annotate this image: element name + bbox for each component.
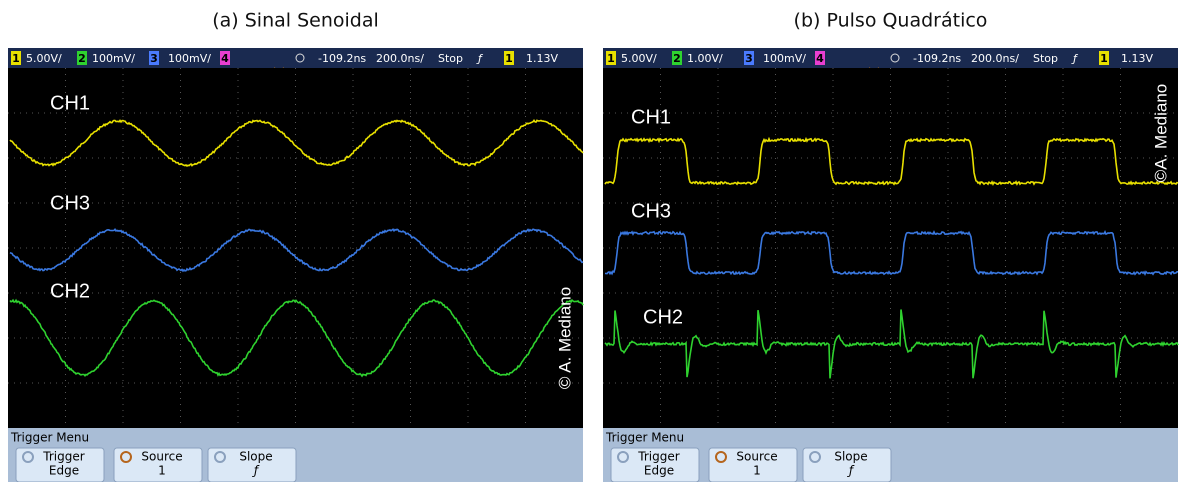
watermark: ©A. Mediano — [1151, 84, 1170, 183]
channel-label: CH3 — [50, 192, 90, 214]
button-value: 1 — [753, 464, 761, 478]
channel-label: CH1 — [50, 92, 90, 114]
status-text: 1 — [12, 52, 20, 65]
status-text: 200.0ns/ — [971, 52, 1019, 65]
status-text: 1.13V — [1121, 52, 1153, 65]
caption: (b) Pulso Quadrático — [794, 10, 988, 32]
page: (a) Sinal Senoidal 1 5.00V/2 100mV/3 100mV/4… — [0, 0, 1182, 482]
channel-label: CH2 — [50, 280, 90, 302]
status-text: 3 — [150, 52, 158, 65]
status-text: 5.00V/ — [621, 52, 657, 65]
status-text: -109.2ns — [318, 52, 366, 65]
status-text: 200.0ns/ — [376, 52, 424, 65]
button-value: Edge — [644, 464, 674, 478]
status-text: Stop — [1033, 52, 1058, 65]
caption: (a) Sinal Senoidal — [212, 10, 379, 32]
button-value: 1 — [158, 464, 166, 478]
status-text: 2 — [78, 52, 86, 65]
status-text: -109.2ns — [913, 52, 961, 65]
status-text: 1 — [1100, 52, 1108, 65]
status-text: Stop — [438, 52, 463, 65]
status-text: 1.13V — [526, 52, 558, 65]
button-label: Slope — [834, 450, 867, 464]
status-text: 4 — [816, 52, 824, 65]
channel-label: CH2 — [643, 306, 683, 328]
status-text: 1 — [607, 52, 615, 65]
channel-label: CH1 — [631, 106, 671, 128]
channel-label: CH3 — [631, 200, 671, 222]
status-text: 3 — [745, 52, 753, 65]
button-label: Source — [736, 450, 777, 464]
status-text: 1.00V/ — [687, 52, 723, 65]
oscilloscope-screen: 1 5.00V/2 1.00V/3 100mV/4 -109.2ns 200.0ns/St… — [603, 48, 1178, 482]
status-text: 100mV/ — [168, 52, 211, 65]
status-text: 5.00V/ — [26, 52, 62, 65]
button-label: Source — [141, 450, 182, 464]
menu-title: Trigger Menu — [605, 431, 684, 445]
button-label: Slope — [239, 450, 272, 464]
status-text: 4 — [221, 52, 229, 65]
button-label: Trigger — [637, 450, 679, 464]
button-value: Edge — [49, 464, 79, 478]
status-text: 100mV/ — [92, 52, 135, 65]
button-label: Trigger — [42, 450, 84, 464]
menu-title: Trigger Menu — [10, 431, 89, 445]
status-text: 1 — [505, 52, 513, 65]
status-text: 100mV/ — [763, 52, 806, 65]
oscilloscope-screen: 1 5.00V/2 100mV/3 100mV/4 -109.2ns 200.0ns/St… — [8, 48, 583, 482]
status-text: 2 — [673, 52, 681, 65]
watermark: © A. Mediano — [555, 287, 574, 389]
